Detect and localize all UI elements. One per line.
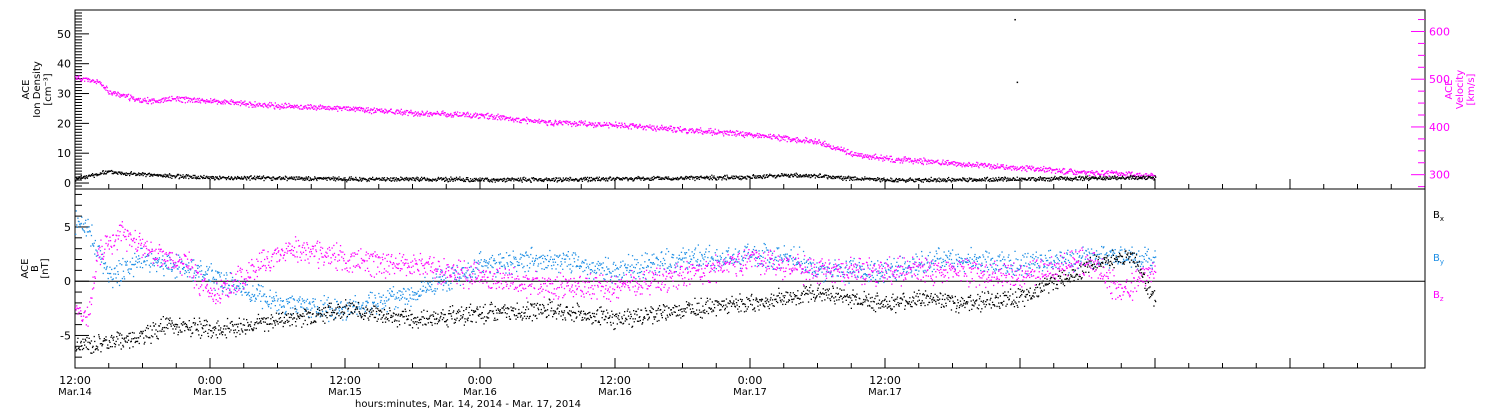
density-axis-tick-label: 30 xyxy=(57,88,71,101)
density-axis-title: ACE Ion Density [cm⁻³] xyxy=(21,61,54,118)
density-axis-title-line: Ion Density xyxy=(32,61,43,118)
time-tick-label: 0:00 xyxy=(468,374,493,387)
density-series xyxy=(75,169,1157,183)
density-outlier-point xyxy=(1016,81,1019,84)
field-axis-tick-label: 0 xyxy=(64,275,71,288)
velocity-series xyxy=(75,75,1157,179)
velocity-tick-label: 500 xyxy=(1429,73,1450,86)
density-axis-tick-label: 50 xyxy=(57,28,71,41)
density-axis-title-line: [cm⁻³] xyxy=(43,73,54,105)
time-tick-label: 12:00 xyxy=(869,374,901,387)
time-axis-label: hours:minutes, Mar. 14, 2014 - Mar. 17, … xyxy=(355,399,581,410)
series-bz xyxy=(75,221,1157,327)
magnetic-field-panel: -5 0 5 ACE B [nT] Bx By Bz xyxy=(20,188,1444,369)
date-tick-label: Mar.17 xyxy=(868,387,902,398)
time-tick-label: 12:00 xyxy=(59,374,91,387)
field-axis-tick-label: 5 xyxy=(64,221,71,234)
velocity-axis: 300 400 500 600 xyxy=(1411,19,1450,188)
field-axis-title-line: [nT] xyxy=(40,258,51,278)
velocity-tick-label: 600 xyxy=(1429,25,1450,38)
density-axis-title-line: ACE xyxy=(21,80,32,100)
time-axis: 12:00Mar.140:00Mar.1512:00Mar.150:00Mar.… xyxy=(58,179,1426,398)
series-by xyxy=(75,210,1157,323)
plasma-frame xyxy=(74,9,1426,190)
density-axis-tick-label: 40 xyxy=(57,58,71,71)
density-axis-tick-label: 0 xyxy=(64,177,71,190)
velocity-axis-title: ACE Velocity [km/s] xyxy=(1444,70,1477,109)
date-tick-label: Mar.17 xyxy=(733,387,767,398)
series-bx xyxy=(75,249,1157,354)
velocity-axis-title-line: Velocity xyxy=(1455,70,1466,109)
field-axis-tick-label: -5 xyxy=(60,329,71,342)
legend-by: By xyxy=(1433,253,1444,266)
velocity-tick-label: 400 xyxy=(1429,121,1450,134)
time-tick-label: 12:00 xyxy=(329,374,361,387)
density-outlier-point xyxy=(1014,18,1016,21)
velocity-axis-title-line: [km/s] xyxy=(1466,73,1477,105)
field-axis-title-line: B xyxy=(30,265,41,272)
time-tick-label: 12:00 xyxy=(599,374,631,387)
magnetic-field-frame xyxy=(74,188,1426,369)
density-axis-tick-label: 20 xyxy=(57,117,71,130)
date-tick-label: Mar.15 xyxy=(328,387,362,398)
velocity-axis-title-line: ACE xyxy=(1444,80,1455,100)
field-axis-title: ACE B [nT] xyxy=(20,258,51,278)
date-tick-label: Mar.15 xyxy=(193,387,227,398)
date-tick-label: Mar.16 xyxy=(463,387,497,398)
legend-bx: Bx xyxy=(1433,210,1444,223)
field-axis-title-line: ACE xyxy=(20,259,31,279)
date-tick-label: Mar.16 xyxy=(598,387,632,398)
time-tick-label: 0:00 xyxy=(738,374,763,387)
legend-bz: Bz xyxy=(1433,290,1444,303)
date-tick-label: Mar.14 xyxy=(58,387,92,398)
time-tick-label: 0:00 xyxy=(198,374,223,387)
density-axis-tick-label: 10 xyxy=(57,147,71,160)
velocity-tick-label: 300 xyxy=(1429,169,1450,182)
